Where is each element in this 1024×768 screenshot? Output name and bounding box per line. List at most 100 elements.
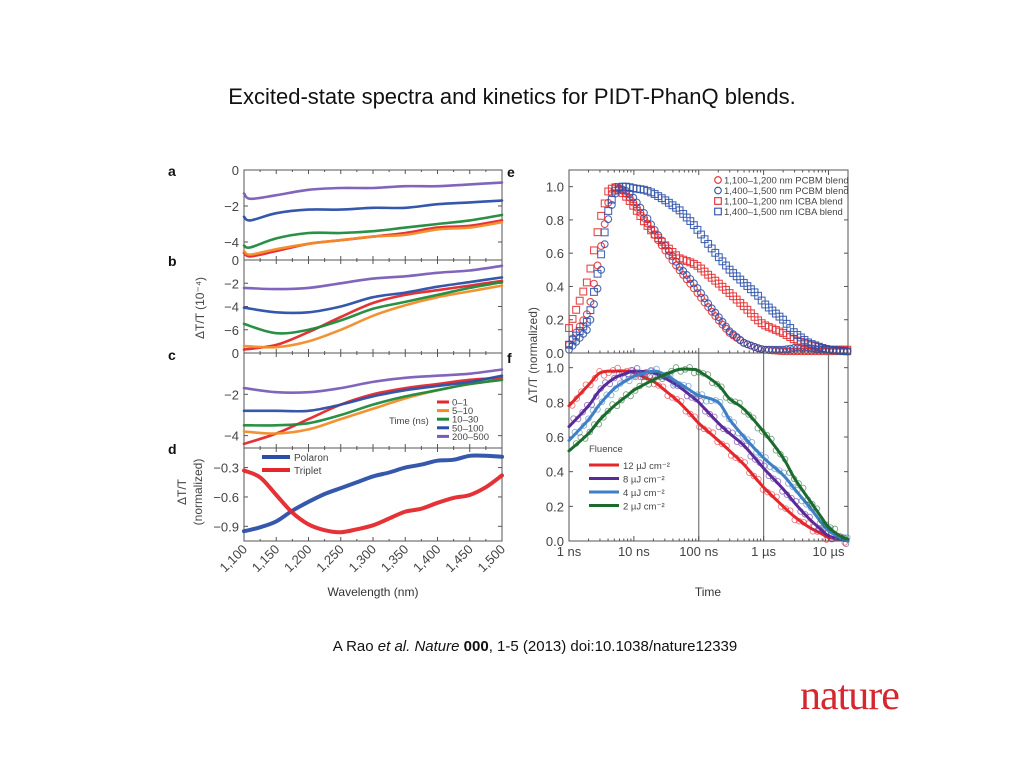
x-tick-label: 1,150 (249, 542, 283, 576)
legend-label-blend: 1,100–1,200 nm ICBA blend (724, 197, 843, 208)
data-point (582, 278, 591, 287)
data-point (607, 195, 616, 204)
data-point (598, 398, 606, 406)
series-line-b-01 (242, 279, 504, 351)
panel-letter-a: a (168, 163, 176, 179)
legend-label-time: 0–1 (452, 398, 468, 409)
data-point (618, 396, 625, 404)
panel-letter-c: c (168, 347, 176, 363)
y-tick-label: 0 (232, 163, 239, 178)
series-line-c-01 (242, 376, 504, 446)
x-tick-label: 1,200 (281, 542, 315, 576)
data-point (750, 343, 759, 351)
series-line-c-1030 (242, 378, 504, 427)
y-tick-label: −2 (224, 199, 239, 214)
nature-logo: nature (800, 673, 900, 719)
legend-label-fluence: 2 µJ cm⁻² (623, 502, 665, 513)
y-tick-label: −2 (224, 276, 239, 291)
series-line-a-01 (242, 219, 504, 258)
slide-title: Excited-state spectra and kinetics for P… (228, 84, 796, 109)
data-point (582, 317, 591, 326)
x-tick-label: 1,100 (217, 542, 251, 576)
data-point (747, 341, 755, 350)
data-point (600, 220, 609, 229)
y-axis-label-d-2: (normalized) (191, 459, 205, 526)
y-tick-label: 0.0 (546, 346, 564, 361)
data-point (754, 344, 763, 353)
citation-volume: 000 (463, 638, 489, 655)
data-point (743, 340, 752, 349)
legend-label-blend: 1,100–1,200 nm PCBM blend (724, 176, 849, 187)
series-line-fluence-1 (567, 369, 850, 543)
y-axis-label-d-1: ΔT/T (175, 478, 189, 505)
citation: A Rao et al. Nature 000, 1-5 (2013) doi:… (0, 638, 1024, 655)
series-markers-14001500nmICBAblend (565, 182, 852, 356)
series-line-fluence-3 (567, 367, 850, 541)
series-line-a-1030 (242, 213, 504, 249)
y-axis-label-left: ΔT/T (10⁻⁴) (193, 277, 207, 339)
y-tick-label: 0.2 (546, 313, 564, 328)
x-tick-label: 1,300 (346, 542, 380, 576)
panel-f-frame (568, 352, 849, 542)
x-tick-label: 1,450 (442, 542, 476, 576)
data-point (600, 228, 609, 237)
data-point (739, 338, 748, 347)
series-line-a-510 (242, 220, 504, 256)
citation-journal: et al. Nature (377, 638, 460, 655)
y-tick-label: −0.6 (213, 490, 239, 505)
x-tick-label: 1 ns (557, 544, 582, 559)
legend-title-fluence: Fluence (589, 444, 623, 455)
data-point (590, 288, 598, 296)
panel-letter-b: b (168, 253, 177, 269)
data-point (586, 306, 595, 315)
y-tick-label: 0 (232, 253, 239, 268)
legend-label-time: 50–100 (452, 423, 484, 434)
data-point (579, 287, 588, 296)
data-point (572, 305, 581, 314)
y-tick-label: 1.0 (546, 180, 564, 195)
y-tick-label: 0.6 (546, 246, 564, 261)
data-point (687, 410, 694, 418)
legend-label-fluence: 12 µJ cm⁻² (623, 461, 670, 472)
y-tick-label: −4 (224, 235, 239, 250)
panel-letter-d: d (168, 441, 177, 457)
legend-label-time: 5–10 (452, 406, 473, 417)
x-tick-label: 10 ns (618, 544, 650, 559)
y-tick-label: −2 (224, 387, 239, 402)
legend-title-time: Time (ns) (389, 416, 429, 427)
data-point (809, 500, 816, 508)
y-tick-label: −0.3 (213, 461, 239, 476)
data-point (713, 380, 721, 388)
data-point (586, 264, 595, 273)
x-tick-label: 1,400 (410, 542, 444, 576)
legend-label-polaron: Polaron (294, 453, 328, 464)
y-tick-label: −6 (224, 323, 239, 338)
data-point (600, 240, 609, 249)
y-tick-label: −4 (224, 429, 239, 444)
panel-letter-f: f (507, 350, 512, 366)
y-tick-label: 0.6 (546, 430, 564, 445)
series-line-b-50100 (242, 276, 504, 315)
series-line-d-Triplet (242, 468, 504, 535)
citation-details: , 1-5 (2013) doi:10.1038/nature12339 (488, 638, 738, 655)
legend-marker (714, 176, 722, 184)
legend-label-blend: 1,400–1,500 nm PCBM blend (724, 186, 849, 197)
x-axis-label-time: Time (695, 585, 722, 599)
series-line-c-200500 (242, 368, 504, 395)
series-line-b-1030 (242, 280, 504, 335)
legend-label-triplet: Triplet (294, 466, 322, 477)
data-point (593, 269, 602, 278)
series-line-c-50100 (242, 374, 504, 413)
legend-label-blend: 1,400–1,500 nm ICBA blend (724, 207, 843, 218)
series-line-b-200500 (242, 264, 504, 291)
data-point (597, 211, 606, 220)
series-line-a-200500 (242, 181, 504, 201)
legend-label-fluence: 4 µJ cm⁻² (623, 488, 665, 499)
data-point (770, 475, 777, 482)
data-point (725, 415, 733, 423)
citation-author: A Rao (332, 638, 378, 655)
legend-label-time: 200–500 (452, 432, 489, 443)
data-point (750, 472, 758, 480)
y-tick-label: 0 (232, 346, 239, 361)
